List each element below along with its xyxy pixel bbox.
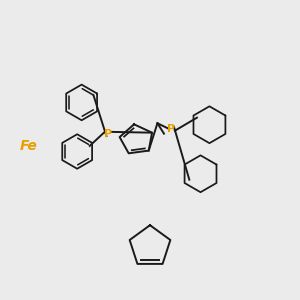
Text: P: P: [167, 124, 175, 134]
Text: Fe: Fe: [19, 139, 37, 152]
Text: P: P: [104, 129, 112, 139]
